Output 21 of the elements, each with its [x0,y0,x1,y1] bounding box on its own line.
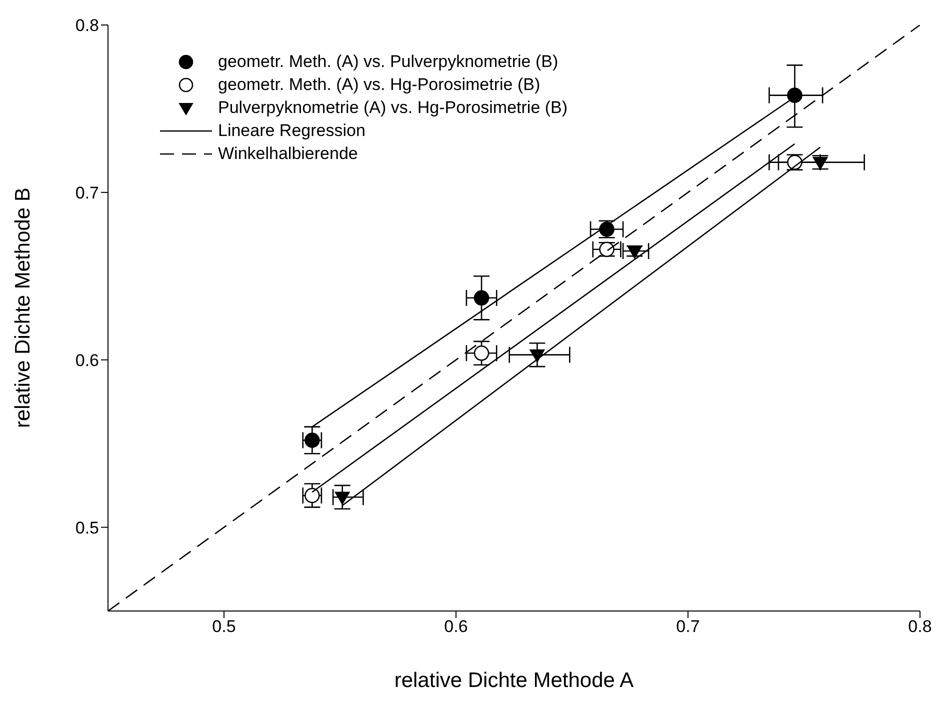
point [334,492,350,505]
point [812,156,828,170]
point [787,88,802,103]
legend-label: geometr. Meth. (A) vs. Pulverpyknometrie (B) [218,51,558,73]
legend-label: Lineare Regression [218,120,366,142]
y-tick-label: 0.6 [75,350,99,370]
y-tick-label: 0.5 [75,518,99,538]
legend-label: Winkelhalbierende [218,143,358,165]
y-tick-label: 0.8 [75,16,99,36]
legend-label: geometr. Meth. (A) vs. Hg-Porosimetrie (B) [218,74,540,96]
y-axis-title: relative Dichte Methode B [11,188,34,428]
point [530,349,545,362]
point [474,290,490,306]
legend-label: Pulverpyknometrie (A) vs. Hg-Porosimetrie (B) [218,97,568,119]
y-tick-label: 0.7 [75,183,99,202]
x-tick-label: 0.7 [676,617,700,636]
point [474,346,490,361]
x-tick-label: 0.6 [444,617,468,636]
x-axis-title: relative Dichte Methode A [394,669,634,692]
x-tick-label: 0.8 [908,617,932,636]
x-tick-label: 0.5 [212,617,236,636]
